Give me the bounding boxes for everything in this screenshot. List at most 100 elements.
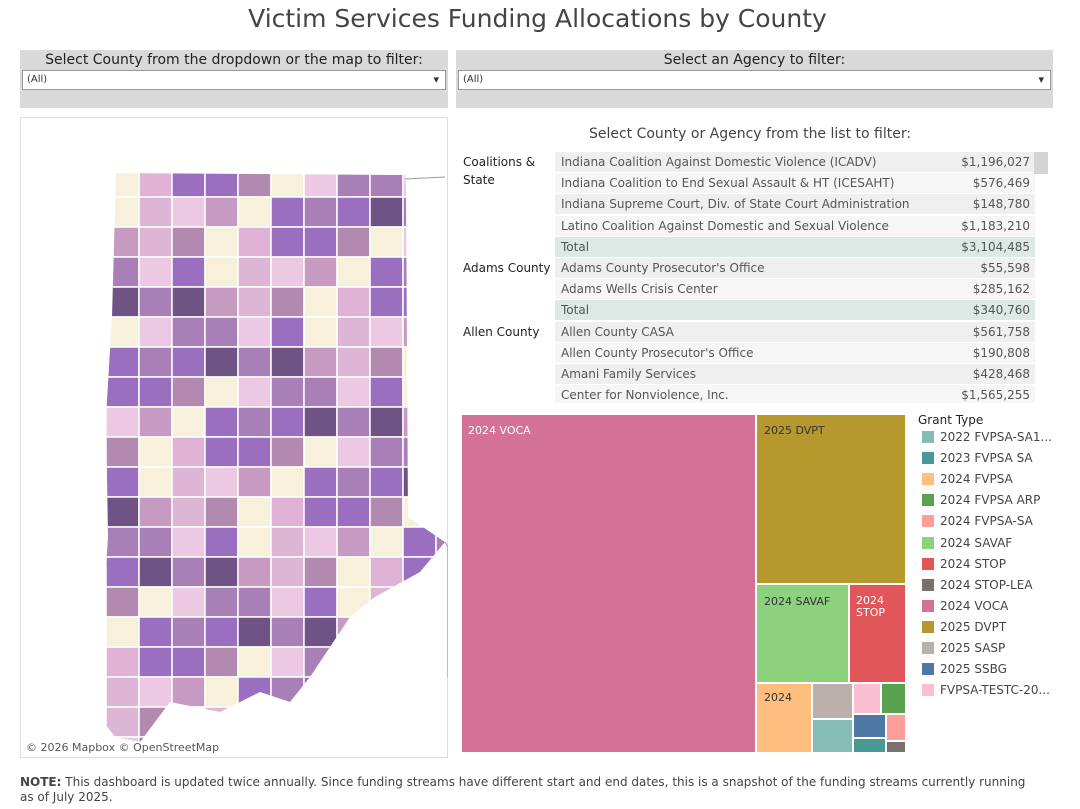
county[interactable] <box>369 556 404 588</box>
county[interactable] <box>204 436 239 468</box>
agency-row[interactable]: Indiana Coalition Against Domestic Viole… <box>555 152 1035 173</box>
county[interactable] <box>171 556 206 588</box>
county[interactable] <box>204 616 239 648</box>
county[interactable] <box>171 646 206 678</box>
county[interactable] <box>270 646 305 678</box>
county[interactable] <box>237 526 272 558</box>
legend-item[interactable]: 2023 FVPSA SA <box>922 451 1033 465</box>
tile[interactable] <box>854 684 880 713</box>
map[interactable]: © 2026 Mapbox © OpenStreetMap <box>20 117 448 758</box>
county[interactable] <box>237 496 272 528</box>
tile[interactable] <box>887 715 905 740</box>
county[interactable] <box>270 286 305 318</box>
county[interactable] <box>303 436 338 468</box>
county[interactable] <box>204 556 239 588</box>
county[interactable] <box>270 556 305 588</box>
county[interactable] <box>303 526 338 558</box>
county[interactable] <box>336 556 371 588</box>
county[interactable] <box>336 496 371 528</box>
county[interactable] <box>270 406 305 438</box>
legend-item[interactable]: 2024 STOP-LEA <box>922 578 1033 592</box>
county[interactable] <box>336 406 371 438</box>
tile[interactable] <box>757 415 905 583</box>
county[interactable] <box>237 466 272 498</box>
county[interactable] <box>303 346 338 378</box>
county[interactable] <box>105 586 140 618</box>
county[interactable] <box>303 376 338 408</box>
county[interactable] <box>204 196 239 228</box>
county[interactable] <box>105 496 140 528</box>
dropdown[interactable]: (All) <box>22 70 446 90</box>
dropdown[interactable]: (All) <box>458 70 1051 90</box>
county[interactable] <box>171 616 206 648</box>
county[interactable] <box>270 376 305 408</box>
county[interactable] <box>138 256 173 288</box>
county[interactable] <box>138 646 173 678</box>
county[interactable] <box>369 436 404 468</box>
county[interactable] <box>369 226 404 258</box>
county[interactable] <box>336 526 371 558</box>
county[interactable] <box>105 556 140 588</box>
legend-item[interactable]: 2025 DVPT <box>922 620 1006 634</box>
county[interactable] <box>204 496 239 528</box>
county[interactable] <box>369 406 404 438</box>
county[interactable] <box>369 526 404 558</box>
legend-item[interactable]: 2025 SASP <box>922 641 1005 655</box>
county[interactable] <box>369 286 404 318</box>
county[interactable] <box>171 406 206 438</box>
county[interactable] <box>171 226 206 258</box>
county[interactable] <box>336 466 371 498</box>
agency-row[interactable]: Adams County Prosecutor's Office $55,598 <box>555 258 1035 279</box>
agency-row[interactable]: Indiana Supreme Court, Div. of State Cou… <box>555 194 1035 216</box>
county[interactable] <box>336 196 371 228</box>
county[interactable] <box>303 466 338 498</box>
county[interactable] <box>204 526 239 558</box>
agency-row[interactable]: Center for Nonviolence, Inc. $1,565,255 <box>555 385 1035 403</box>
county[interactable] <box>171 466 206 498</box>
county[interactable] <box>237 406 272 438</box>
county[interactable] <box>237 196 272 228</box>
county[interactable] <box>138 496 173 528</box>
county[interactable] <box>171 526 206 558</box>
legend-item[interactable]: 2025 SSBG <box>922 662 1007 676</box>
county[interactable] <box>138 556 173 588</box>
county[interactable] <box>138 167 173 198</box>
county[interactable] <box>171 436 206 468</box>
county[interactable] <box>303 586 338 618</box>
county[interactable] <box>270 526 305 558</box>
county[interactable] <box>237 556 272 588</box>
county[interactable] <box>138 586 173 618</box>
agency-row[interactable]: Allen County CASA $561,758 <box>555 321 1035 343</box>
county[interactable] <box>336 436 371 468</box>
county[interactable] <box>138 526 173 558</box>
legend-item[interactable]: 2024 SAVAF <box>922 536 1012 550</box>
county[interactable] <box>171 316 206 348</box>
tile[interactable] <box>757 684 811 752</box>
county[interactable] <box>303 316 338 348</box>
tile[interactable] <box>887 742 905 752</box>
county[interactable] <box>303 406 338 438</box>
county[interactable] <box>171 496 206 528</box>
county[interactable] <box>138 406 173 438</box>
county[interactable] <box>204 586 239 618</box>
agency-row[interactable]: Latino Coalition Against Domestic and Se… <box>555 215 1035 237</box>
county[interactable] <box>303 616 338 648</box>
county[interactable] <box>138 676 173 708</box>
county[interactable] <box>204 646 239 678</box>
county[interactable] <box>171 286 206 318</box>
agency-row[interactable]: Adams Wells Crisis Center $285,162 <box>555 279 1035 301</box>
county[interactable] <box>105 526 140 558</box>
county[interactable] <box>336 316 371 348</box>
county[interactable] <box>138 466 173 498</box>
county[interactable] <box>237 316 272 348</box>
county[interactable] <box>204 167 239 198</box>
county[interactable] <box>237 436 272 468</box>
county[interactable] <box>105 406 140 438</box>
county[interactable] <box>270 496 305 528</box>
legend-item[interactable]: 2024 FVPSA <box>922 472 1013 486</box>
county[interactable] <box>105 436 140 468</box>
county[interactable] <box>138 616 173 648</box>
county[interactable] <box>270 466 305 498</box>
tile[interactable] <box>854 739 885 752</box>
county[interactable] <box>303 496 338 528</box>
